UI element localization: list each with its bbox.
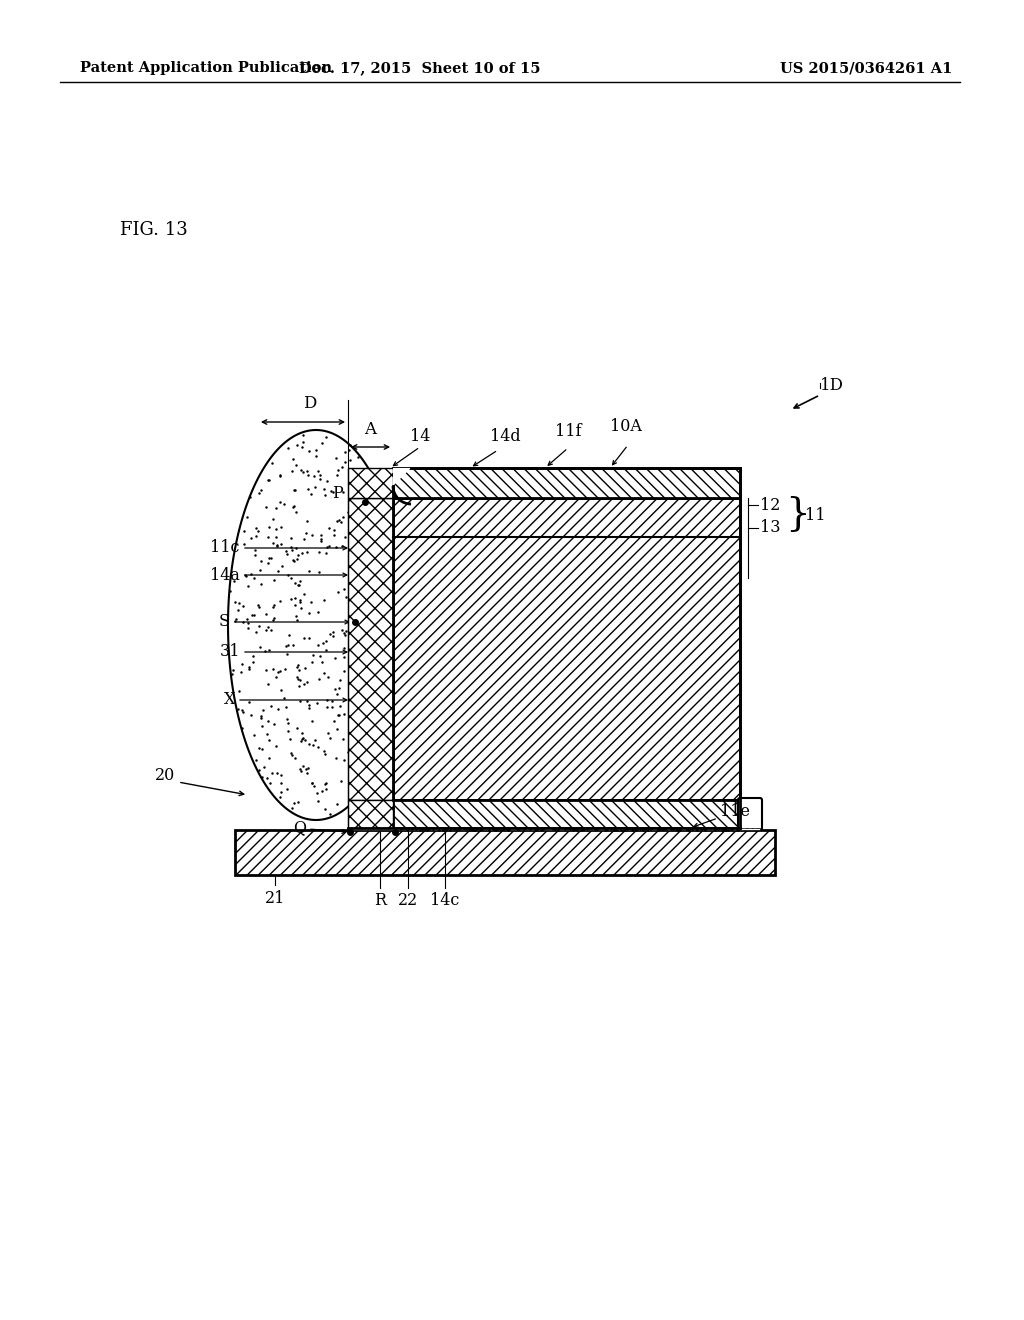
Text: 22: 22 [398, 892, 418, 909]
Text: D: D [303, 395, 316, 412]
Bar [393, 800, 740, 828]
Bar [348, 469, 393, 498]
Text: 13: 13 [760, 520, 780, 536]
Text: X: X [223, 692, 234, 709]
Text: 11f: 11f [555, 422, 582, 440]
Text: Patent Application Publication: Patent Application Publication [80, 61, 332, 75]
Text: 14c: 14c [430, 892, 460, 909]
Text: Dec. 17, 2015  Sheet 10 of 15: Dec. 17, 2015 Sheet 10 of 15 [299, 61, 541, 75]
Text: 14: 14 [410, 428, 430, 445]
Text: US 2015/0364261 A1: US 2015/0364261 A1 [780, 61, 952, 75]
Bar [348, 828, 760, 830]
Text: 14a: 14a [210, 566, 240, 583]
Text: 31: 31 [219, 644, 240, 660]
Polygon shape [228, 430, 404, 820]
Text: }: } [785, 496, 810, 533]
Bar [393, 498, 740, 800]
Text: 11c: 11c [211, 540, 240, 557]
Text: 21: 21 [265, 890, 286, 907]
Text: 11e: 11e [720, 804, 750, 821]
Text: 11: 11 [805, 507, 825, 524]
Text: FIG. 13: FIG. 13 [120, 220, 187, 239]
Text: 12: 12 [760, 496, 780, 513]
Text: Q: Q [293, 820, 306, 837]
Text: 14d: 14d [490, 428, 520, 445]
Text: R: R [374, 892, 386, 909]
FancyBboxPatch shape [738, 799, 762, 830]
Text: S: S [219, 614, 230, 631]
Bar [348, 498, 393, 800]
Text: 1D: 1D [820, 376, 844, 393]
Bar [234, 830, 775, 875]
Polygon shape [393, 469, 411, 486]
Text: 10A: 10A [610, 418, 642, 436]
Bar [348, 800, 393, 828]
Text: A: A [364, 421, 376, 438]
Text: P: P [332, 486, 343, 503]
Text: 20: 20 [155, 767, 175, 784]
Bar [393, 469, 740, 498]
